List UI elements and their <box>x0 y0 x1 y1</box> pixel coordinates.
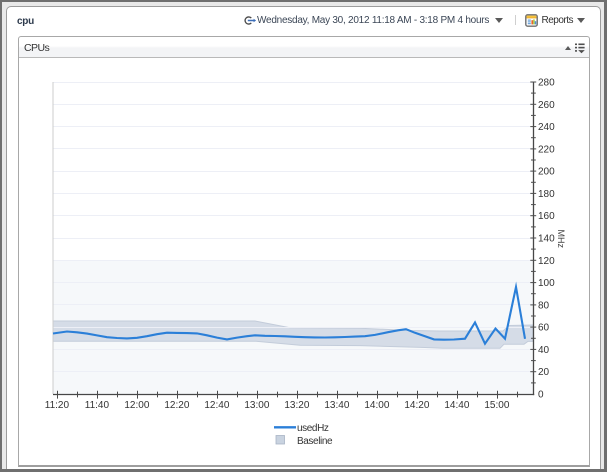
svg-text:20: 20 <box>538 367 550 378</box>
svg-text:80: 80 <box>538 300 550 311</box>
svg-text:12:40: 12:40 <box>204 400 229 411</box>
svg-text:280: 280 <box>538 78 555 89</box>
svg-text:usedHz: usedHz <box>297 423 329 434</box>
svg-text:13:20: 13:20 <box>284 400 309 411</box>
svg-text:13:00: 13:00 <box>244 400 269 411</box>
svg-text:14:40: 14:40 <box>444 400 469 411</box>
svg-text:15:00: 15:00 <box>484 400 509 411</box>
svg-text:180: 180 <box>538 189 555 200</box>
svg-text:13:40: 13:40 <box>324 400 349 411</box>
svg-text:14:00: 14:00 <box>364 400 389 411</box>
svg-text:220: 220 <box>538 144 555 155</box>
svg-text:11:40: 11:40 <box>85 400 110 411</box>
svg-text:200: 200 <box>538 167 555 178</box>
svg-text:12:00: 12:00 <box>124 400 149 411</box>
svg-text:12:20: 12:20 <box>164 400 189 411</box>
svg-text:40: 40 <box>538 345 550 356</box>
svg-text:100: 100 <box>538 278 555 289</box>
svg-text:MHz: MHz <box>556 230 566 249</box>
svg-text:260: 260 <box>538 100 555 111</box>
svg-text:120: 120 <box>538 256 555 267</box>
svg-text:14:20: 14:20 <box>404 400 429 411</box>
svg-text:Baseline: Baseline <box>297 436 333 447</box>
svg-text:0: 0 <box>538 390 544 401</box>
svg-text:60: 60 <box>538 323 550 334</box>
svg-text:140: 140 <box>538 234 555 245</box>
svg-text:160: 160 <box>538 211 555 222</box>
svg-text:11:20: 11:20 <box>45 400 70 411</box>
svg-text:240: 240 <box>538 122 555 133</box>
